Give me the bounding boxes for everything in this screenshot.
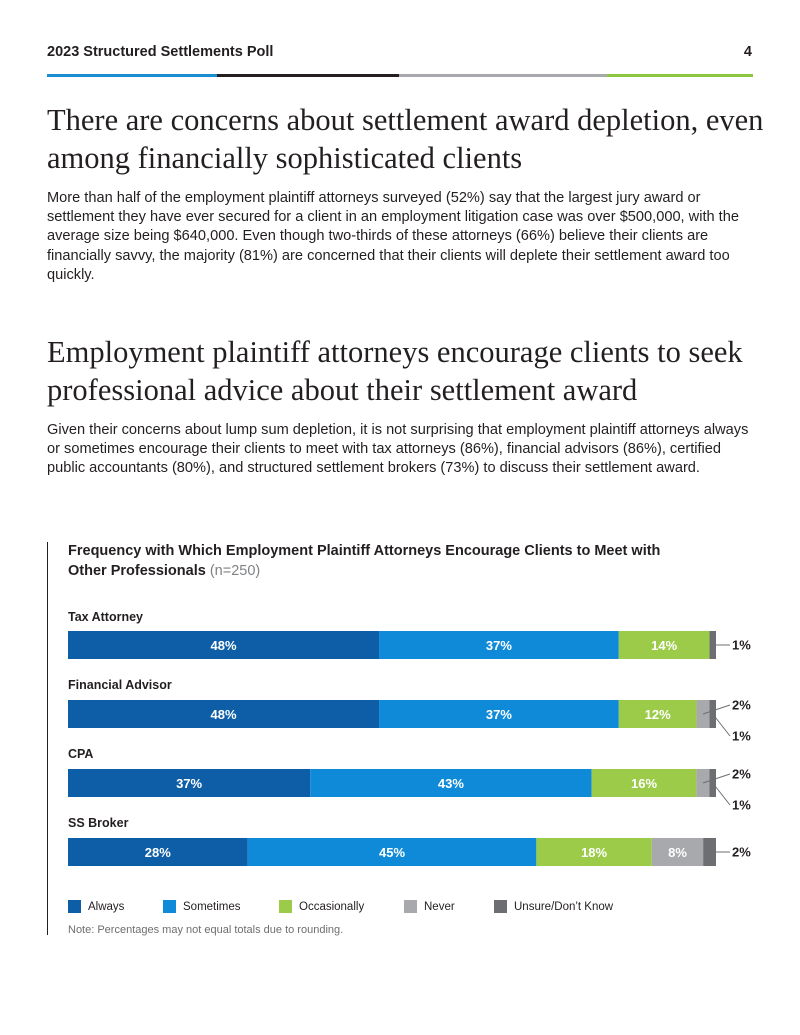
chart-plot-area: 48% 37% 14% 1% 48% 37% 12% 2% 1% 37% 43% 16% 2% 1% 28%… [68,631,751,866]
legend-item-sometimes: Sometimes [163,900,241,913]
section2-heading: Employment plaintiff attorneys encourage… [47,335,743,407]
legend-label-sometimes: Sometimes [183,900,241,913]
legend-swatch-always [68,900,81,913]
leader-line-financial-advisor-unsure [712,713,731,737]
category-label-ss-broker: SS Broker [68,816,129,830]
data-label-financial-advisor-never: 2% [732,698,751,713]
header-rule-segment-3 [399,74,607,77]
data-label-tax-attorney-occasionally: 14% [651,638,677,653]
bar-tax-attorney-occasionally [618,631,710,659]
bar-tax-attorney-sometimes [379,631,619,659]
data-label-cpa-unsure: 1% [732,798,751,813]
report-title: 2023 Structured Settlements Poll [47,44,274,60]
header-rule-segment-4 [607,74,753,77]
bar-ss-broker-occasionally [536,838,652,866]
chart-title: Frequency with Which Employment Plaintif… [68,542,688,581]
legend-item-unsure: Unsure/Don’t Know [494,900,613,913]
bar-cpa-always [68,769,311,797]
category-label-tax-attorney: Tax Attorney [68,610,144,624]
section1-body: More than half of the employment plainti… [47,190,739,283]
data-label-tax-attorney-always: 48% [211,638,237,653]
data-label-ss-broker-occasionally: 18% [581,845,607,860]
bar-financial-advisor-sometimes [379,700,619,728]
data-label-cpa-always: 37% [176,776,202,791]
leader-line-cpa-unsure [712,782,731,806]
header-rule-segment-1 [47,74,217,77]
data-label-financial-advisor-sometimes: 37% [486,707,512,722]
chart-footnote: Note: Percentages may not equal totals d… [68,924,344,936]
data-label-tax-attorney-sometimes: 37% [486,638,512,653]
leader-line-cpa-never [702,773,731,784]
legend-label-unsure: Unsure/Don’t Know [514,900,614,913]
data-label-financial-advisor-always: 48% [211,707,237,722]
chart-title-text: Frequency with Which Employment Plaintif… [68,543,661,579]
bar-financial-advisor-occasionally [618,700,697,728]
data-label-ss-broker-sometimes: 45% [379,845,405,860]
data-label-ss-broker-never: 8% [668,845,687,860]
data-label-tax-attorney-unsure: 1% [732,638,751,653]
page-number: 4 [743,44,752,60]
legend-swatch-occasionally [279,900,292,913]
bar-cpa-sometimes [310,769,592,797]
bar-financial-advisor-always [68,700,380,728]
legend-item-always: Always [68,900,124,913]
category-label-financial-advisor: Financial Advisor [68,678,172,692]
stacked-bar-chart: Frequency with Which Employment Plaintif… [47,542,753,936]
legend-label-never: Never [424,900,455,913]
data-label-cpa-never: 2% [732,767,751,782]
section2-body: Given their concerns about lump sum depl… [47,422,749,477]
data-label-cpa-occasionally: 16% [631,776,657,791]
legend-label-occasionally: Occasionally [299,900,365,913]
category-label-cpa: CPA [68,747,94,761]
legend-item-occasionally: Occasionally [279,900,364,913]
legend-swatch-unsure [494,900,507,913]
legend-swatch-sometimes [163,900,176,913]
bar-tax-attorney-always [68,631,380,659]
bar-ss-broker-always [68,838,248,866]
bar-cpa-never [696,769,710,797]
data-label-ss-broker-always: 28% [145,845,171,860]
data-label-financial-advisor-occasionally: 12% [645,707,671,722]
legend-swatch-never [404,900,417,913]
legend-label-always: Always [88,900,125,913]
bar-ss-broker-never [651,838,704,866]
data-label-financial-advisor-unsure: 1% [732,729,751,744]
header-rule-segment-2 [217,74,399,77]
chart-sample-size: (n=250) [209,562,261,579]
data-label-cpa-sometimes: 43% [438,776,464,791]
legend-item-never: Never [404,900,455,913]
bar-cpa-occasionally [591,769,697,797]
bar-ss-broker-sometimes [247,838,537,866]
leader-line-financial-advisor-never [702,704,731,715]
data-label-ss-broker-unsure: 2% [732,845,751,860]
section1-heading: There are concerns about settlement awar… [47,103,764,175]
